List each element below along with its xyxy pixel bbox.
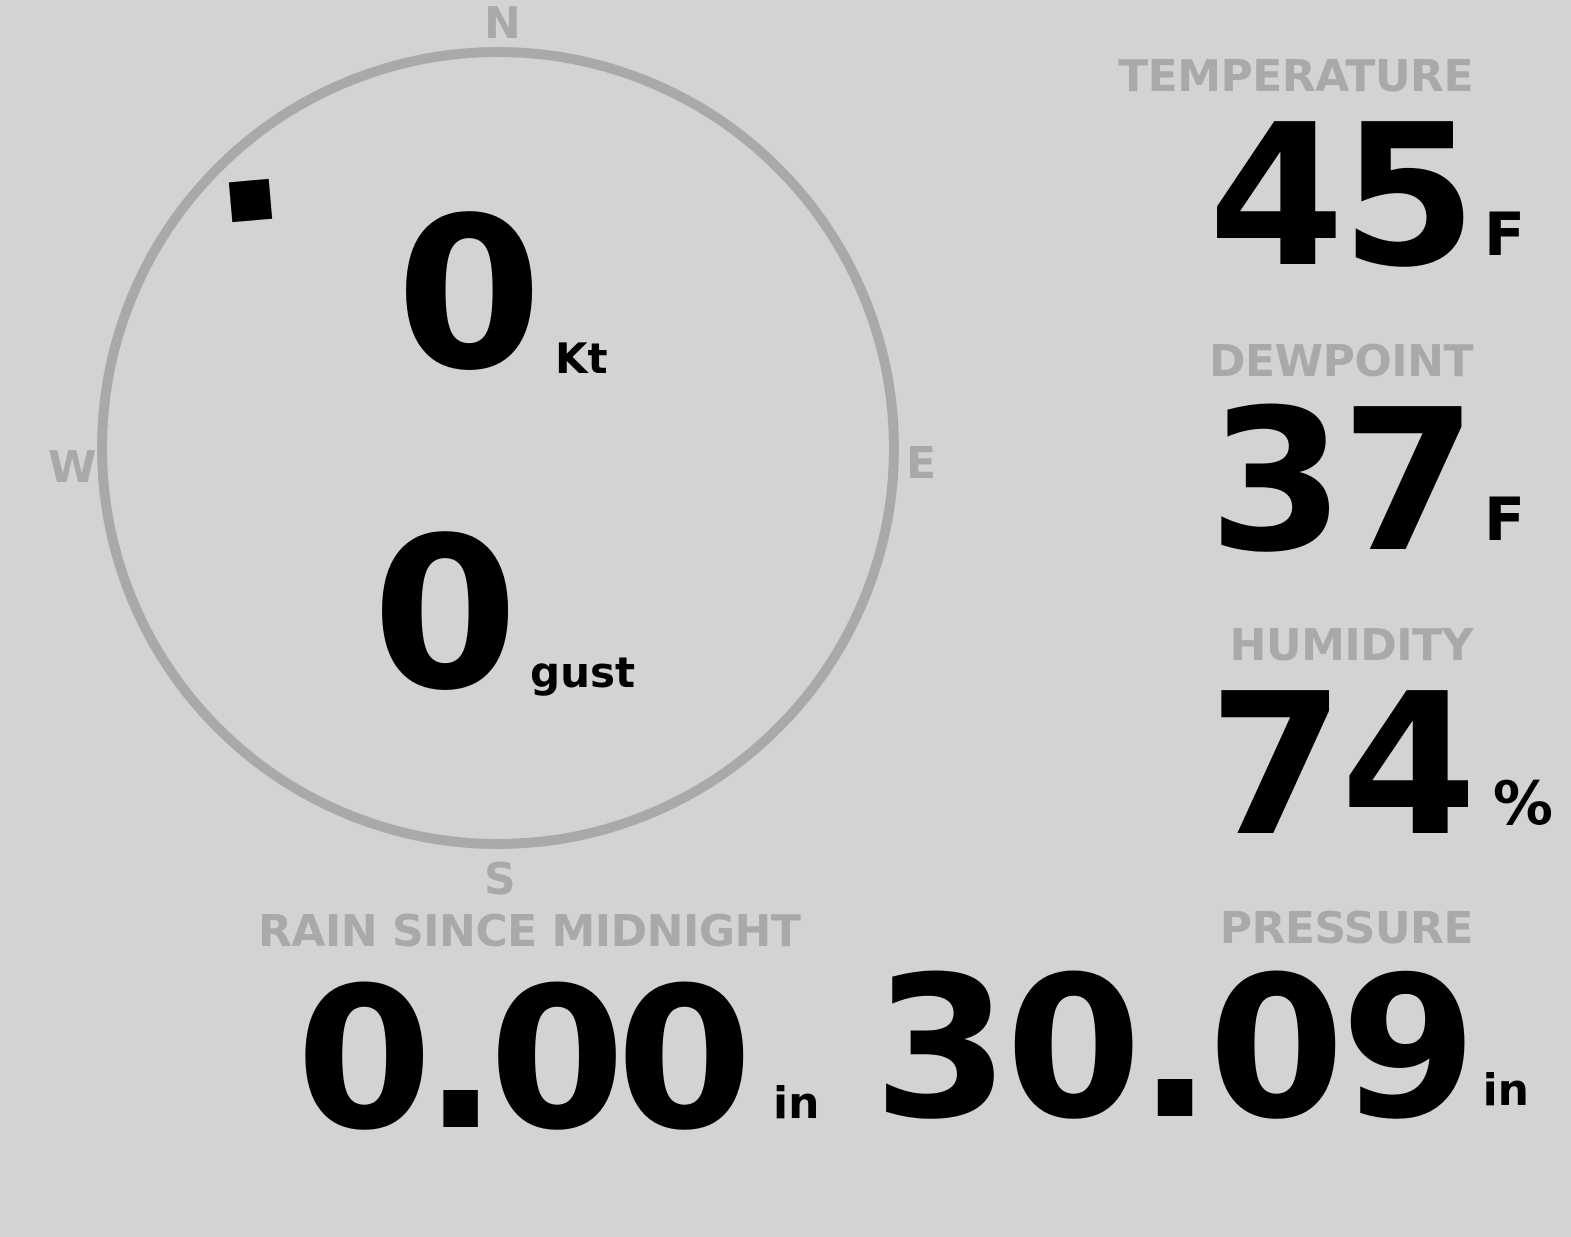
dewpoint-unit: F — [1484, 485, 1525, 555]
rain-value: 0.00 — [296, 946, 753, 1174]
temperature-panel: TEMPERATURE 45 F — [1118, 51, 1525, 311]
dewpoint-value: 37 — [1208, 368, 1477, 596]
wind-direction-diamond — [228, 178, 273, 223]
wind-gust-unit: gust — [530, 648, 636, 697]
pressure-panel: PRESSURE 30.09 in — [873, 903, 1529, 1163]
temperature-label: TEMPERATURE — [1118, 51, 1473, 102]
dewpoint-label: DEWPOINT — [1209, 336, 1473, 387]
humidity-label: HUMIDITY — [1229, 620, 1474, 671]
humidity-unit: % — [1492, 769, 1553, 839]
compass-dial — [97, 47, 899, 849]
compass-west-label: W — [48, 442, 97, 493]
wind-speed-value: 0 — [396, 172, 542, 417]
rain-panel: RAIN SINCE MIDNIGHT — [258, 906, 801, 957]
pressure-value: 30.09 — [873, 935, 1477, 1163]
compass-east-label: E — [906, 438, 937, 489]
pressure-label: PRESSURE — [1219, 903, 1474, 954]
rain-unit: in — [773, 1078, 820, 1129]
compass-ring — [97, 47, 899, 849]
temperature-value: 45 — [1208, 83, 1477, 311]
wind-direction-marker — [228, 178, 273, 223]
dewpoint-panel: DEWPOINT 37 F — [1208, 336, 1525, 596]
humidity-panel: HUMIDITY 74 % — [1208, 620, 1553, 880]
humidity-value: 74 — [1208, 652, 1477, 880]
compass-south-label: S — [484, 854, 516, 905]
compass-north-label: N — [484, 0, 521, 49]
rain-label: RAIN SINCE MIDNIGHT — [258, 906, 801, 957]
wind-speed-unit: Kt — [555, 334, 608, 383]
pressure-unit: in — [1482, 1065, 1529, 1116]
wind-gust-value: 0 — [372, 492, 518, 737]
temperature-unit: F — [1484, 200, 1525, 270]
